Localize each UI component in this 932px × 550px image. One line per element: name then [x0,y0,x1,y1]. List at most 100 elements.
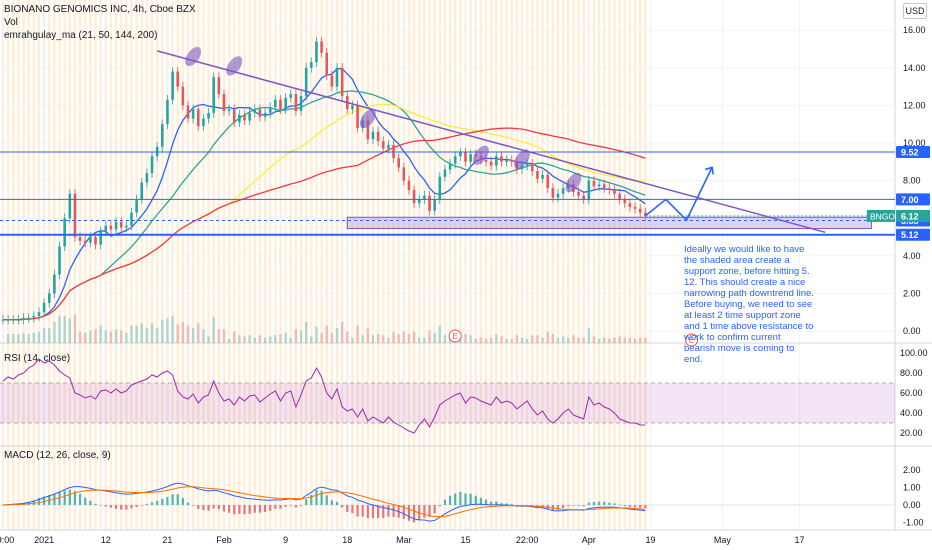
macd-histogram-bar [279,505,282,509]
volume-bar [171,316,174,343]
session-band [418,0,421,530]
session-band [531,0,534,530]
macd-histogram-bar [299,505,303,506]
candle-body [608,188,611,190]
session-band [376,0,380,530]
macd-histogram-bar [197,505,200,509]
candle-body [227,109,231,112]
session-band [423,0,426,530]
macd-histogram-bar [109,505,113,508]
currency-button[interactable]: USD [903,3,927,19]
volume-bar [464,334,467,343]
session-band [454,0,457,530]
candle-body [618,193,621,200]
volume-bar [582,337,585,343]
volume-bar [536,335,539,343]
candle-body [315,41,318,63]
volume-bar [603,337,606,343]
session-band [320,0,323,530]
rsi-tick-label: 80.00 [900,368,923,378]
volume-bar [207,336,210,343]
candle-body [366,120,370,140]
macd-histogram-bar [274,505,277,509]
volume-bar [99,325,102,343]
session-band [227,0,231,530]
volume-bar [114,329,118,343]
macd-histogram-bar [330,500,333,505]
session-band [315,0,318,530]
volume-bar [551,334,555,343]
volume-bar [284,332,287,343]
macd-histogram-bar [479,497,483,505]
symbol-title: BIONANO GENOMICS INC, 4h, Cboe BZX [4,4,196,15]
session-band [140,0,143,530]
volume-bar [546,331,549,343]
rsi-pane [0,358,895,434]
time-tick-label: 12 [101,535,111,545]
macd-histogram-bar [284,505,287,507]
macd-histogram-bar [222,505,226,512]
ticker-badge-text: BNGO [870,211,895,221]
rsi-band [0,383,895,423]
volume-bar [109,331,113,343]
macd-histogram-bar [63,490,66,505]
volume-bar [299,330,303,343]
macd-histogram-bar [402,505,405,519]
volume-bar [382,335,385,343]
highlighted-top [565,172,582,193]
session-band [351,0,354,530]
candle-body [32,315,36,318]
candle-body [495,156,498,166]
downtrend-line[interactable] [156,50,826,234]
volume-bar [89,330,92,343]
macd-histogram-bar [592,501,596,505]
candle-body [17,319,20,321]
candle-body [417,199,421,204]
candle-body [248,112,251,121]
session-band [263,0,267,530]
session-band [53,0,56,530]
volume-bar [469,335,472,343]
price-tick-label: 8.00 [903,176,921,186]
volume-bar [531,335,534,343]
volume-bar [392,331,395,343]
session-band [84,0,87,530]
session-band [572,0,575,530]
session-band [73,0,77,530]
macd-histogram-bar [1,505,5,506]
macd-histogram-bar [382,505,385,519]
volume-bar [253,337,256,343]
macd-histogram-bar [32,500,35,505]
projection-path[interactable] [644,167,713,222]
volume-bar [433,332,436,343]
volume-bar [202,329,205,343]
macd-histogram-bar [228,505,231,513]
session-band [279,0,282,530]
volume-bar [525,338,529,343]
session-band [17,0,20,530]
volume-bar [561,336,565,343]
volume-bar [248,335,251,343]
session-band [582,0,585,530]
session-band [443,0,447,530]
session-band [618,0,621,530]
candle-body [171,71,174,100]
candle-body [258,109,262,117]
macd-signal-line [2,486,646,518]
volume-bar [587,328,591,343]
candle-body [119,221,123,228]
session-band [361,0,364,530]
resistance-7.00-badge [896,193,930,206]
ma21-line [3,68,646,321]
session-band [253,0,256,530]
session-band [310,0,313,530]
volume-bar [78,331,82,343]
volume-bar [479,337,483,343]
support-zone[interactable] [346,216,872,230]
session-band [392,0,395,530]
macd-histogram-bar [387,505,390,517]
volume-bar [315,326,318,343]
macd-histogram-bar [371,505,375,519]
macd-histogram-bar [176,494,179,505]
